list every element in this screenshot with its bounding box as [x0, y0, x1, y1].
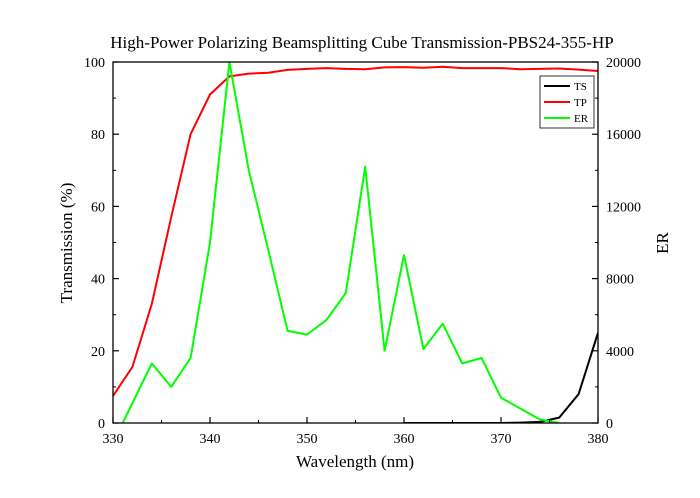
legend: TS TP ER	[539, 75, 595, 129]
plot-area	[113, 62, 598, 423]
legend-label-tp: TP	[574, 97, 587, 109]
legend-label-ts: TS	[574, 81, 587, 93]
x-tick-label: 340	[200, 432, 221, 447]
y-tick-label: 60	[91, 200, 105, 215]
y2-tick-label: 12000	[606, 200, 641, 215]
y-tick-label: 100	[84, 56, 105, 71]
x-tick-label: 370	[491, 432, 512, 447]
series-line-tp	[113, 65, 598, 397]
y-tick-label: 20	[91, 345, 105, 360]
y-tick-label: 0	[98, 417, 105, 432]
x-tick-label: 330	[103, 432, 124, 447]
x-tick-label: 360	[394, 432, 415, 447]
y2-axis-label: ER	[653, 231, 672, 253]
y2-tick-label: 20000	[606, 56, 641, 71]
y2-tick-label: 4000	[606, 345, 634, 360]
y-axis-label: Transmission (%)	[57, 183, 76, 304]
y-tick-label: 80	[91, 128, 105, 143]
series-line-er	[121, 62, 560, 423]
x-tick-label: 350	[297, 432, 318, 447]
y2-tick-label: 8000	[606, 273, 634, 288]
legend-label-er: ER	[574, 113, 589, 125]
chart-title: High-Power Polarizing Beamsplitting Cube…	[110, 33, 613, 52]
series-line-ts	[404, 332, 598, 423]
y2-tick-label: 16000	[606, 128, 641, 143]
y2-tick-label: 0	[606, 417, 613, 432]
plot-frame	[112, 61, 599, 424]
axes: 330 340 350 360 370 3800204060801000400080001…	[84, 56, 641, 447]
x-axis-label: Wavelength (nm)	[296, 452, 414, 471]
y-tick-label: 40	[91, 273, 105, 288]
x-tick-label: 380	[588, 432, 609, 447]
